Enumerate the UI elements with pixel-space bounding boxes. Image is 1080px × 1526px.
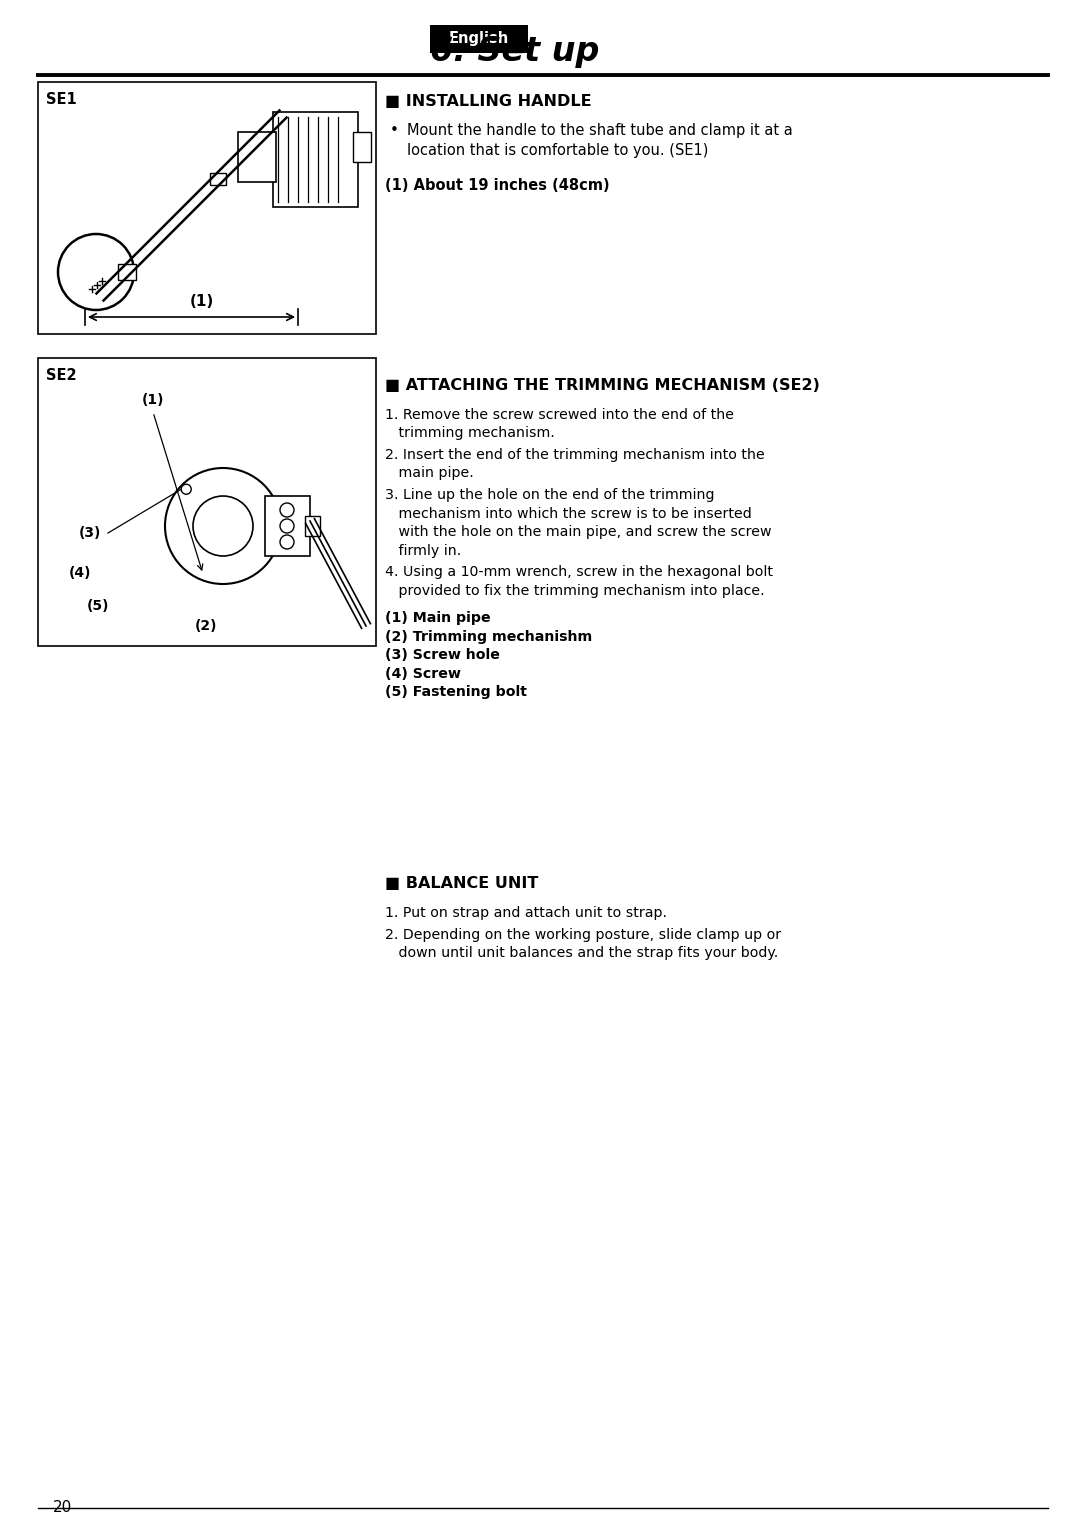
Text: 2. Depending on the working posture, slide clamp up or: 2. Depending on the working posture, sli… <box>384 928 781 942</box>
Text: 6. Set up: 6. Set up <box>430 35 599 69</box>
Bar <box>118 264 136 279</box>
Text: English: English <box>449 32 509 46</box>
Bar <box>38 359 376 645</box>
Bar <box>211 172 226 185</box>
Text: down until unit balances and the strap fits your body.: down until unit balances and the strap f… <box>384 946 779 960</box>
Text: (5) Fastening bolt: (5) Fastening bolt <box>384 685 527 699</box>
Text: (2): (2) <box>194 620 217 633</box>
Text: 20: 20 <box>53 1500 72 1515</box>
Bar <box>430 24 528 53</box>
Text: (4) Screw: (4) Screw <box>384 667 461 681</box>
Text: mechanism into which the screw is to be inserted: mechanism into which the screw is to be … <box>384 507 752 520</box>
Text: (1): (1) <box>141 394 164 407</box>
Bar <box>38 82 376 334</box>
Bar <box>305 516 320 536</box>
Text: (2) Trimming mechanishm: (2) Trimming mechanishm <box>384 630 592 644</box>
Text: 1. Remove the screw screwed into the end of the: 1. Remove the screw screwed into the end… <box>384 407 734 423</box>
Bar <box>265 496 310 555</box>
Bar <box>273 111 357 208</box>
Text: ■ ATTACHING THE TRIMMING MECHANISM (SE2): ■ ATTACHING THE TRIMMING MECHANISM (SE2) <box>384 378 820 394</box>
Text: (3) Screw hole: (3) Screw hole <box>384 649 500 662</box>
Text: provided to fix the trimming mechanism into place.: provided to fix the trimming mechanism i… <box>384 583 765 598</box>
Text: •: • <box>390 124 399 137</box>
Text: SE2: SE2 <box>46 368 77 383</box>
Text: (1) Main pipe: (1) Main pipe <box>384 610 490 626</box>
Text: trimming mechanism.: trimming mechanism. <box>384 426 555 441</box>
Text: (5): (5) <box>86 600 109 613</box>
Text: (3): (3) <box>79 526 102 540</box>
Text: with the hole on the main pipe, and screw the screw: with the hole on the main pipe, and scre… <box>384 525 771 539</box>
Text: SE1: SE1 <box>46 93 77 107</box>
Text: Mount the handle to the shaft tube and clamp it at a
location that is comfortabl: Mount the handle to the shaft tube and c… <box>407 124 793 159</box>
Text: 3. Line up the hole on the end of the trimming: 3. Line up the hole on the end of the tr… <box>384 488 715 502</box>
Bar <box>353 133 372 162</box>
Text: 4. Using a 10-mm wrench, screw in the hexagonal bolt: 4. Using a 10-mm wrench, screw in the he… <box>384 565 773 578</box>
Text: 1. Put on strap and attach unit to strap.: 1. Put on strap and attach unit to strap… <box>384 906 667 920</box>
Text: firmly in.: firmly in. <box>384 543 461 557</box>
Text: (1) About 19 inches (48cm): (1) About 19 inches (48cm) <box>384 179 609 192</box>
Bar <box>238 133 276 182</box>
Text: (1): (1) <box>189 295 214 310</box>
Text: (4): (4) <box>69 566 91 580</box>
Text: ■ BALANCE UNIT: ■ BALANCE UNIT <box>384 876 538 891</box>
Text: ■ INSTALLING HANDLE: ■ INSTALLING HANDLE <box>384 93 592 108</box>
Text: 2. Insert the end of the trimming mechanism into the: 2. Insert the end of the trimming mechan… <box>384 449 765 462</box>
Text: main pipe.: main pipe. <box>384 467 474 481</box>
